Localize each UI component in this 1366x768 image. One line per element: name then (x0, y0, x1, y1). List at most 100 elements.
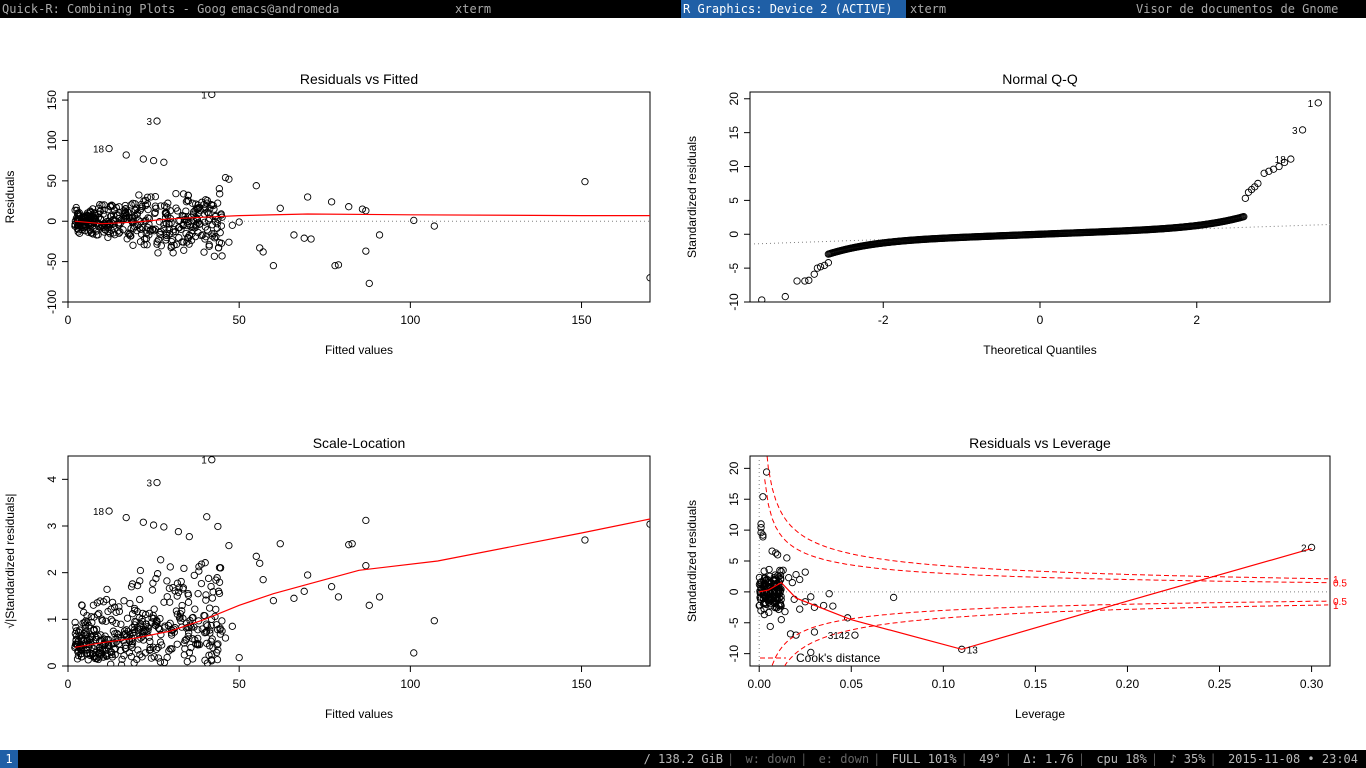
data-point (99, 653, 108, 661)
x-tick-label: 150 (572, 677, 592, 691)
data-point (96, 224, 105, 232)
data-point (756, 589, 765, 597)
x-tick-label: 2 (1193, 313, 1200, 327)
data-point (78, 215, 87, 224)
disk-usage: / 138.2 GiB (643, 752, 724, 766)
data-point (221, 634, 230, 642)
data-point (138, 609, 147, 618)
data-point (107, 605, 115, 613)
data-point (175, 234, 183, 242)
data-point (203, 639, 211, 648)
point-label: 3142 (828, 631, 851, 642)
data-point (757, 520, 765, 528)
data-point (197, 560, 206, 568)
data-point (175, 584, 183, 592)
y-tick-label: 1 (45, 616, 59, 623)
data-point (189, 223, 197, 231)
data-point (184, 591, 193, 599)
window-tab-4[interactable]: R Graphics: Device 2 (ACTIVE) (681, 0, 906, 18)
data-point (75, 229, 84, 238)
plot-content (750, 99, 1330, 302)
data-point (83, 611, 91, 620)
data-point (137, 204, 146, 212)
data-point (213, 220, 221, 228)
data-point (801, 277, 809, 285)
data-point (89, 601, 98, 609)
data-point (111, 225, 119, 233)
data-point (142, 620, 150, 628)
data-point (161, 213, 170, 221)
data-point (362, 516, 370, 525)
data-point (138, 617, 147, 626)
data-point (108, 598, 117, 607)
x-tick-label: 0 (65, 313, 72, 327)
data-point (77, 650, 85, 658)
data-point (75, 216, 83, 225)
data-point (78, 225, 86, 234)
window-tab-2[interactable]: emacs@andromeda (231, 2, 340, 16)
y-tick-label: 100 (45, 130, 59, 150)
data-point (149, 521, 158, 529)
workspace-indicator[interactable]: 1 (0, 750, 18, 768)
data-point (755, 580, 764, 589)
data-point (83, 619, 92, 627)
data-point (256, 559, 264, 567)
x-tick-label: 0 (1037, 313, 1044, 327)
data-point (96, 201, 104, 209)
date-time: 2015-11-08 • 23:04 (1227, 752, 1358, 766)
data-point (153, 240, 161, 248)
data-point (208, 594, 217, 602)
data-point (793, 277, 801, 285)
data-point (108, 202, 117, 210)
data-point (119, 226, 127, 234)
data-point (816, 263, 825, 271)
data-point (163, 577, 171, 585)
data-point (178, 623, 186, 631)
data-point (208, 230, 216, 238)
data-point (130, 222, 139, 231)
data-point (851, 631, 859, 639)
point-label: 13 (967, 645, 979, 656)
data-point (179, 190, 188, 198)
window-tab-6[interactable]: Visor de documentos de Gnome (1136, 2, 1339, 16)
data-point (194, 228, 202, 237)
data-point (131, 628, 139, 636)
point-label: 18 (1275, 155, 1287, 166)
data-point (173, 207, 182, 215)
x-tick-label: 0.25 (1208, 677, 1232, 691)
data-point (136, 206, 144, 215)
data-point (153, 478, 161, 487)
window-tab-5[interactable]: xterm (910, 2, 947, 16)
y-axis-label: Standardized residuals (685, 136, 699, 258)
data-point (176, 610, 185, 618)
data-point (201, 218, 209, 226)
data-point (120, 597, 128, 605)
data-point (185, 532, 193, 541)
point-label: 3 (146, 117, 152, 128)
data-point (87, 613, 95, 621)
data-point (348, 540, 356, 548)
data-point (110, 645, 118, 653)
window-tab-3[interactable]: xterm (455, 2, 492, 16)
data-point (1265, 167, 1273, 175)
plot-box (67, 91, 651, 303)
data-point (767, 602, 775, 610)
data-point (165, 584, 174, 592)
data-point (235, 218, 243, 226)
data-point (191, 605, 199, 613)
data-point (218, 627, 226, 635)
data-point (217, 222, 226, 230)
y-tick-label: 0 (45, 662, 59, 669)
data-point (760, 605, 768, 613)
data-point (120, 627, 129, 635)
data-point (112, 638, 120, 646)
data-point (180, 639, 188, 647)
point-label: 2 (1301, 543, 1307, 554)
data-point (122, 513, 130, 522)
plot-content (750, 456, 1330, 666)
data-point (757, 528, 765, 537)
data-point (104, 228, 112, 236)
data-point (785, 574, 793, 582)
window-tab-1[interactable]: Quick-R: Combining Plots - Googl (2, 2, 227, 16)
y-tick-label: 3 (45, 522, 59, 529)
